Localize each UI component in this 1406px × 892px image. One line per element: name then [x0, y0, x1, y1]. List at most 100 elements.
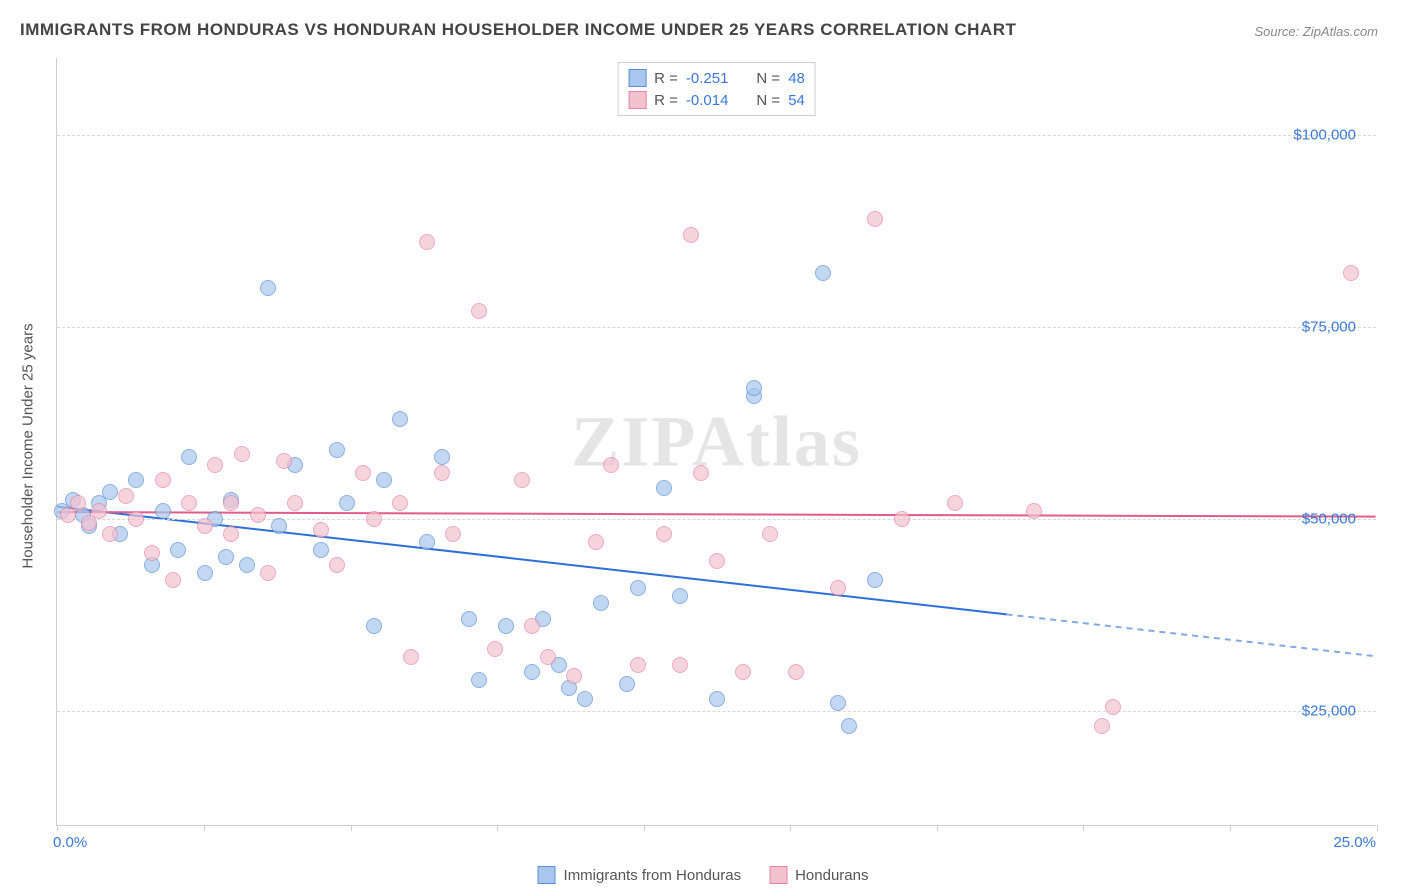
swatch-icon	[538, 866, 556, 884]
series-legend: Immigrants from Honduras Hondurans	[538, 866, 869, 884]
scatter-point	[947, 495, 963, 511]
chart-title: IMMIGRANTS FROM HONDURAS VS HONDURAN HOU…	[20, 20, 1016, 40]
scatter-point	[181, 449, 197, 465]
scatter-point	[313, 542, 329, 558]
scatter-point	[181, 495, 197, 511]
scatter-point	[487, 641, 503, 657]
scatter-point	[313, 522, 329, 538]
x-tick-mark	[351, 825, 352, 831]
legend-item-series-2: Hondurans	[769, 866, 868, 884]
scatter-point	[514, 472, 530, 488]
scatter-point	[894, 511, 910, 527]
scatter-point	[434, 449, 450, 465]
scatter-point	[434, 465, 450, 481]
scatter-point	[144, 545, 160, 561]
scatter-point	[170, 542, 186, 558]
series-1-name: Immigrants from Honduras	[564, 867, 742, 884]
y-tick-label: $25,000	[1302, 702, 1356, 719]
n-label: N =	[756, 92, 780, 109]
scatter-point	[471, 303, 487, 319]
scatter-point	[91, 503, 107, 519]
scatter-point	[392, 411, 408, 427]
scatter-point	[197, 565, 213, 581]
scatter-point	[392, 495, 408, 511]
scatter-point	[735, 664, 751, 680]
r-label: R =	[654, 92, 678, 109]
scatter-point	[593, 595, 609, 611]
scatter-point	[102, 484, 118, 500]
n-label: N =	[756, 70, 780, 87]
scatter-point	[403, 649, 419, 665]
legend-row-series-2: R = -0.014 N = 54	[628, 89, 805, 111]
scatter-point	[693, 465, 709, 481]
scatter-point	[445, 526, 461, 542]
scatter-point	[271, 518, 287, 534]
swatch-icon	[769, 866, 787, 884]
scatter-point	[339, 495, 355, 511]
n-value-1: 48	[788, 70, 805, 87]
x-tick-mark	[1377, 825, 1378, 831]
scatter-point	[630, 580, 646, 596]
scatter-point	[197, 518, 213, 534]
scatter-point	[419, 234, 435, 250]
scatter-point	[218, 549, 234, 565]
x-tick-mark	[57, 825, 58, 831]
x-tick-start: 0.0%	[53, 834, 87, 851]
scatter-point	[419, 534, 435, 550]
scatter-point	[656, 480, 672, 496]
scatter-point	[128, 511, 144, 527]
x-tick-mark	[1083, 825, 1084, 831]
scatter-point	[376, 472, 392, 488]
scatter-point	[329, 557, 345, 573]
scatter-point	[355, 465, 371, 481]
scatter-point	[70, 495, 86, 511]
r-label: R =	[654, 70, 678, 87]
scatter-point	[619, 676, 635, 692]
scatter-point	[683, 227, 699, 243]
scatter-point	[672, 657, 688, 673]
scatter-point	[709, 691, 725, 707]
x-tick-mark	[790, 825, 791, 831]
scatter-point	[830, 695, 846, 711]
scatter-point	[102, 526, 118, 542]
scatter-point	[540, 649, 556, 665]
y-tick-label: $100,000	[1293, 126, 1356, 143]
scatter-point	[366, 511, 382, 527]
scatter-point	[165, 572, 181, 588]
gridline	[57, 135, 1376, 136]
scatter-point	[867, 211, 883, 227]
scatter-point	[471, 672, 487, 688]
scatter-point	[524, 664, 540, 680]
scatter-point	[498, 618, 514, 634]
y-axis-label: Householder Income Under 25 years	[20, 323, 37, 568]
scatter-point	[524, 618, 540, 634]
scatter-point	[1094, 718, 1110, 734]
scatter-point	[672, 588, 688, 604]
scatter-point	[155, 503, 171, 519]
x-tick-mark	[644, 825, 645, 831]
scatter-point	[1105, 699, 1121, 715]
scatter-point	[566, 668, 582, 684]
correlation-legend: R = -0.251 N = 48 R = -0.014 N = 54	[617, 62, 816, 116]
scatter-point	[207, 457, 223, 473]
gridline	[57, 711, 1376, 712]
scatter-point	[287, 495, 303, 511]
x-tick-mark	[497, 825, 498, 831]
scatter-point	[815, 265, 831, 281]
scatter-point	[656, 526, 672, 542]
scatter-point	[155, 472, 171, 488]
scatter-point	[841, 718, 857, 734]
swatch-icon	[628, 69, 646, 87]
scatter-point	[1026, 503, 1042, 519]
swatch-icon	[628, 91, 646, 109]
scatter-point	[788, 664, 804, 680]
scatter-point	[223, 526, 239, 542]
scatter-point	[830, 580, 846, 596]
scatter-point	[867, 572, 883, 588]
scatter-point	[234, 446, 250, 462]
scatter-point	[250, 507, 266, 523]
r-value-2: -0.014	[686, 92, 729, 109]
scatter-point	[128, 472, 144, 488]
scatter-point	[588, 534, 604, 550]
scatter-point	[630, 657, 646, 673]
